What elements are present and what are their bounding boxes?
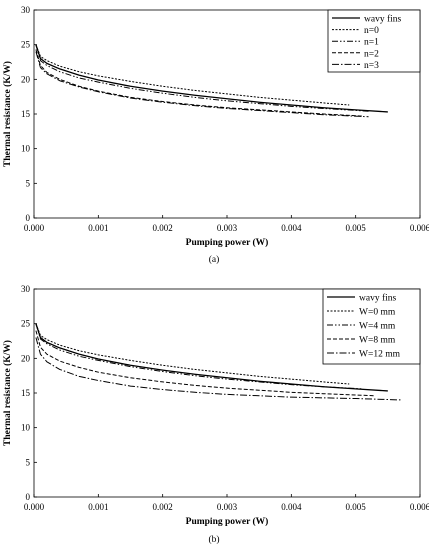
y-tick-label-a: 25 <box>21 40 31 50</box>
x-axis-ticks-a: 0.000 0.001 0.002 0.003 0.004 0.005 0.006 <box>24 215 429 233</box>
y-axis-ticks-b: 0 5 10 15 20 25 30 <box>21 284 37 502</box>
legend-box-b <box>322 288 421 365</box>
series-line-b-3 <box>35 330 375 397</box>
legend-label-a-1: n=0 <box>364 26 379 36</box>
legend-label-a-0: wavy fins <box>364 14 402 25</box>
y-axis-ticks-a: 0 5 10 15 20 25 30 <box>21 5 37 223</box>
x-axis-ticks-b: 0.000 0.001 0.002 0.003 0.004 0.005 0.006 <box>24 494 429 512</box>
y-tick-label-a: 20 <box>21 74 31 84</box>
y-tick-label-a: 10 <box>21 144 31 154</box>
legend-label-b-2: W=4 mm <box>359 322 396 332</box>
caption-b: (b) <box>208 534 219 545</box>
x-axis-label-b: Pumping power (W) <box>186 516 269 527</box>
x-tick-label-b: 0.006 <box>410 502 429 512</box>
series-line-a-1 <box>35 44 350 106</box>
x-tick-label-a: 0.001 <box>88 223 108 233</box>
caption-a: (a) <box>209 254 220 265</box>
legend-label-a-3: n=2 <box>364 49 379 59</box>
series-group-b <box>35 323 401 401</box>
x-tick-label-b: 0.005 <box>346 502 367 512</box>
series-line-b-4 <box>35 337 401 401</box>
y-axis-label-a: Thermal resistance (K/W) <box>2 61 13 167</box>
x-axis-label-a: Pumping power (W) <box>186 237 269 248</box>
x-tick-label-b: 0.000 <box>24 502 45 512</box>
legend-label-a-4: n=3 <box>364 61 379 71</box>
series-line-a-0 <box>35 44 388 113</box>
series-line-a-4 <box>35 51 369 118</box>
legend-items-b: wavy fins W=0 mm W=4 mm W=8 mm W=12 mm <box>327 293 401 360</box>
x-tick-label-a: 0.004 <box>281 223 302 233</box>
y-tick-label-b: 0 <box>26 492 31 502</box>
y-tick-label-b: 15 <box>21 388 31 398</box>
y-tick-label-b: 30 <box>21 284 31 294</box>
x-tick-label-a: 0.002 <box>153 223 173 233</box>
x-tick-label-a: 0.003 <box>217 223 238 233</box>
legend-box-a <box>327 9 421 73</box>
series-line-b-2 <box>35 323 363 390</box>
y-tick-label-b: 25 <box>21 319 31 329</box>
y-tick-label-b: 5 <box>26 457 31 467</box>
legend-label-a-2: n=1 <box>364 38 379 48</box>
x-tick-label-b: 0.004 <box>281 502 302 512</box>
x-tick-label-a: 0.005 <box>346 223 367 233</box>
series-group-a <box>35 44 388 118</box>
x-tick-label-b: 0.001 <box>88 502 108 512</box>
y-tick-label-b: 20 <box>21 353 31 363</box>
series-line-a-2 <box>35 44 369 112</box>
x-tick-label-b: 0.002 <box>153 502 173 512</box>
y-tick-label-a: 5 <box>26 178 31 188</box>
y-tick-label-a: 30 <box>21 5 31 15</box>
legend-b: wavy fins W=0 mm W=4 mm W=8 mm W=12 mm <box>322 288 421 365</box>
legend-label-b-0: wavy fins <box>359 293 397 304</box>
legend-label-b-4: W=12 mm <box>359 350 401 360</box>
legend-label-b-3: W=8 mm <box>359 336 396 346</box>
x-tick-label-a: 0.006 <box>410 223 429 233</box>
y-axis-label-b: Thermal resistance (K/W) <box>2 340 13 446</box>
x-tick-label-a: 0.000 <box>24 223 45 233</box>
x-tick-label-b: 0.003 <box>217 502 238 512</box>
series-line-b-1 <box>35 323 350 385</box>
legend-label-b-1: W=0 mm <box>359 308 396 318</box>
y-tick-label-a: 15 <box>21 109 31 119</box>
y-tick-label-a: 0 <box>26 213 31 223</box>
y-tick-label-b: 10 <box>21 423 31 433</box>
